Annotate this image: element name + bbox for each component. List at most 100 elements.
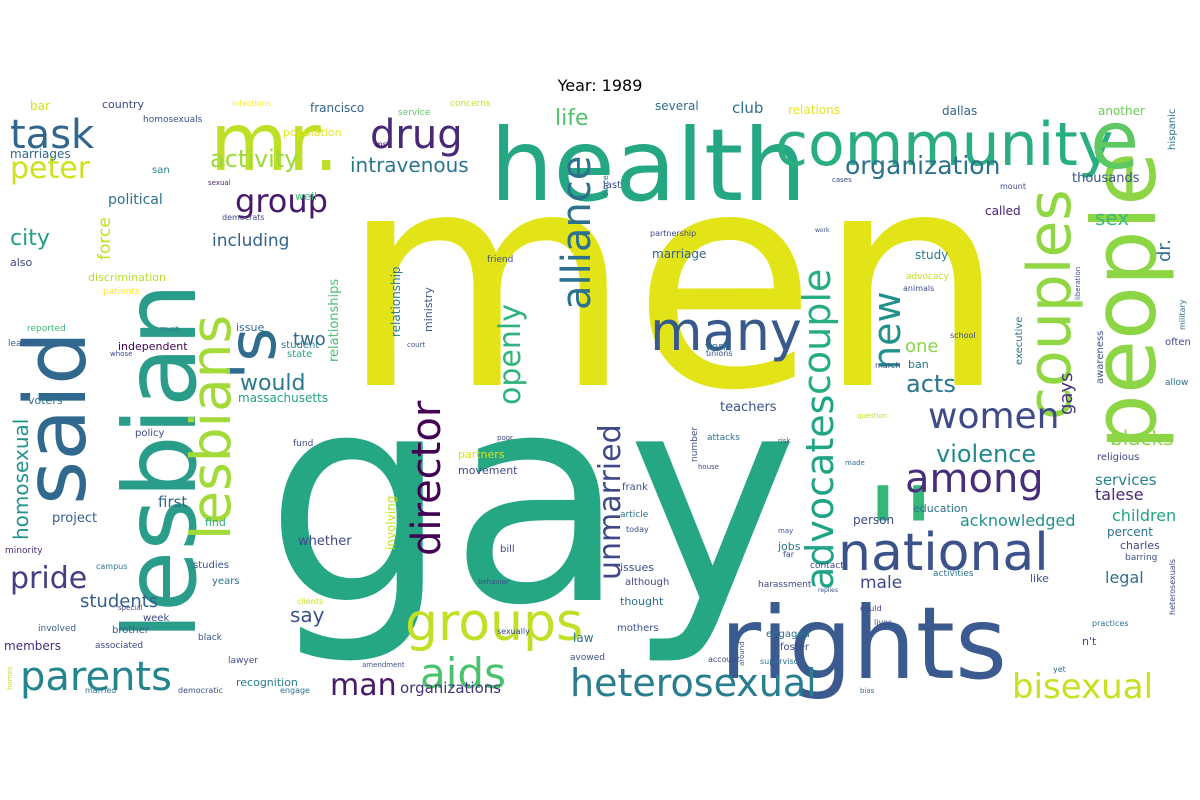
cloud-word: school <box>950 331 976 340</box>
cloud-word: members <box>4 639 61 653</box>
cloud-word: replies <box>818 587 838 594</box>
cloud-word: work <box>815 227 830 234</box>
cloud-word: organization <box>845 151 1000 180</box>
cloud-word: e <box>1090 94 1139 187</box>
cloud-word: intravenous <box>350 153 469 177</box>
cloud-word: homosexuals <box>143 115 203 125</box>
cloud-word: person <box>853 513 894 527</box>
cloud-word: supervisor <box>760 657 803 666</box>
cloud-word: leaders <box>8 339 42 349</box>
cloud-word: well <box>295 190 317 203</box>
cloud-word: openly <box>493 304 528 405</box>
cloud-word: state <box>287 349 312 360</box>
cloud-word: organizations <box>400 679 501 697</box>
cloud-word: court <box>407 341 425 349</box>
cloud-word: article <box>620 510 649 520</box>
cloud-word: including <box>212 231 289 251</box>
cloud-word: cases <box>832 176 852 184</box>
cloud-word: people <box>1073 152 1176 450</box>
cloud-word: activities <box>933 569 974 579</box>
cloud-word: amendment <box>362 661 405 669</box>
cloud-word: male <box>860 573 902 593</box>
cloud-word: infections <box>232 99 271 108</box>
cloud-word: week <box>143 613 169 624</box>
cloud-word: two <box>293 329 326 350</box>
cloud-word: pride <box>10 561 87 596</box>
cloud-word: men <box>340 107 1007 456</box>
cloud-word: hispanic <box>1167 109 1178 150</box>
cloud-word: barring <box>1125 553 1157 563</box>
cloud-word: said <box>7 331 106 505</box>
cloud-word: mr. <box>210 96 339 189</box>
cloud-word: minority <box>5 546 43 556</box>
cloud-word: rights <box>720 585 1007 702</box>
cloud-word: around <box>738 641 746 666</box>
cloud-word: discrimination <box>88 271 166 284</box>
cloud-word: services <box>1095 471 1157 489</box>
cloud-word: among <box>905 456 1044 502</box>
cloud-word: ban <box>908 358 929 371</box>
cloud-word: religious <box>1097 452 1139 463</box>
cloud-word: relationships <box>327 279 342 362</box>
cloud-word: task <box>10 112 95 158</box>
cloud-word: often <box>1165 337 1191 348</box>
cloud-word: dallas <box>942 104 977 118</box>
cloud-word: would <box>240 371 305 396</box>
cloud-word: groups <box>405 593 583 653</box>
cloud-word: charles <box>1120 539 1160 552</box>
cloud-word: may <box>778 527 793 535</box>
cloud-word: much <box>160 325 180 333</box>
cloud-word: unions <box>706 349 733 358</box>
cloud-word: relations <box>788 103 840 117</box>
cloud-word: democratic <box>178 686 223 695</box>
figure-title: Year: 1989 <box>557 76 643 95</box>
cloud-word: attacks <box>707 433 740 443</box>
cloud-word: couple <box>795 269 839 395</box>
cloud-word: partners <box>458 448 505 461</box>
cloud-word: say <box>290 603 325 627</box>
cloud-word: man <box>330 668 397 703</box>
cloud-word: massachusetts <box>238 391 328 405</box>
cloud-word: associated <box>95 641 143 651</box>
cloud-word: movement <box>458 464 518 477</box>
cloud-word: students <box>80 591 158 612</box>
cloud-word: behavior <box>478 578 509 586</box>
cloud-word: years <box>212 576 240 587</box>
cloud-word: today <box>626 525 649 534</box>
cloud-word: whose <box>110 350 132 358</box>
cloud-word: community <box>775 110 1113 180</box>
cloud-word: director <box>404 400 450 556</box>
cloud-word: heterosexual <box>570 661 817 705</box>
cloud-word: percent <box>1107 525 1153 539</box>
cloud-word: voters <box>28 394 63 407</box>
cloud-word: many <box>650 300 802 363</box>
cloud-word: alliance <box>554 156 600 310</box>
cloud-word: policy <box>135 428 165 439</box>
cloud-word: special <box>118 604 142 612</box>
cloud-word: studies <box>193 560 229 571</box>
cloud-word: involving <box>384 496 398 550</box>
cloud-word: homes <box>6 666 14 690</box>
cloud-word: poor <box>497 434 513 442</box>
cloud-word: bisexual <box>1012 667 1153 707</box>
cloud-word: blacks <box>1110 426 1174 450</box>
cloud-word: francisco <box>310 101 364 115</box>
cloud-word: first <box>158 493 187 511</box>
cloud-word: foster <box>780 642 810 653</box>
cloud-word: partnership <box>650 229 696 238</box>
cloud-word: acts <box>906 370 956 398</box>
cloud-word: patients <box>103 287 140 297</box>
cloud-word: lawyer <box>228 656 258 666</box>
cloud-word: like <box>1030 572 1049 585</box>
cloud-word: city <box>10 226 50 251</box>
cloud-word: country <box>102 98 145 111</box>
cloud-word: service <box>398 108 431 118</box>
cloud-word: activity <box>210 145 298 173</box>
cloud-word: population <box>283 126 342 139</box>
cloud-word: animals <box>903 284 934 293</box>
cloud-word: couples <box>1015 189 1085 420</box>
cloud-word: gays <box>1056 373 1077 416</box>
cloud-word: project <box>52 511 97 526</box>
